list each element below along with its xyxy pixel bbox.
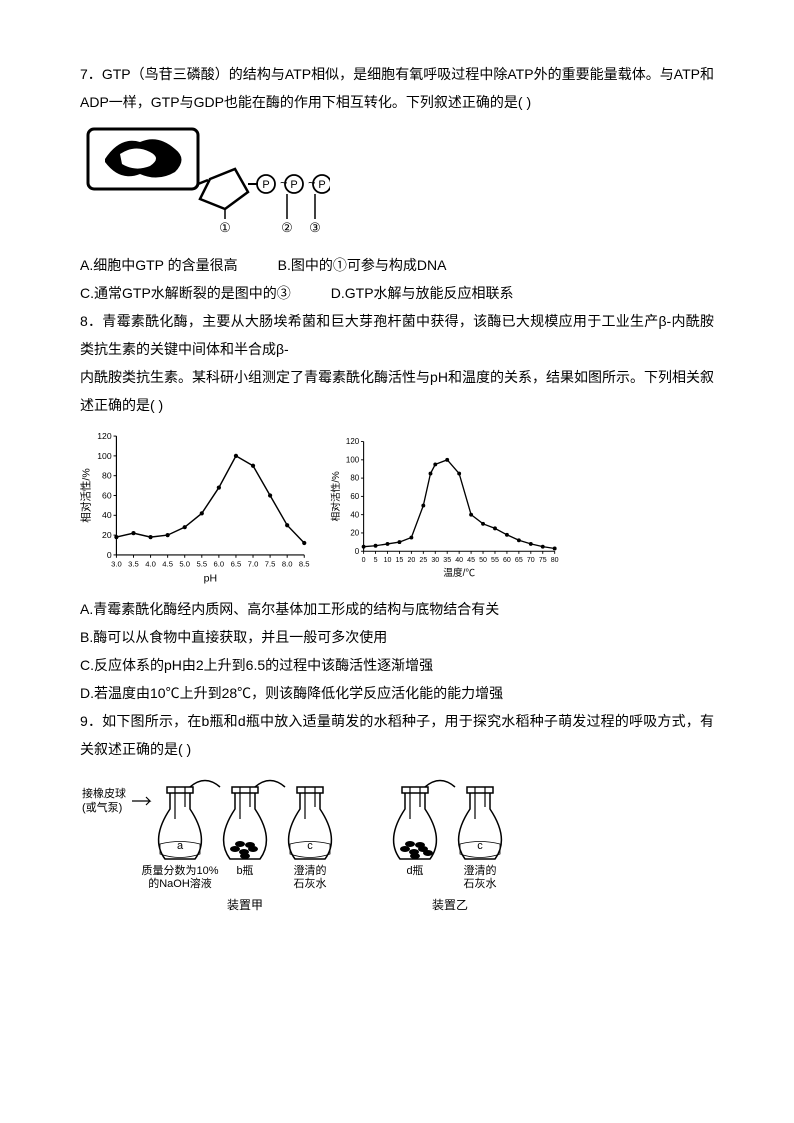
q7-option-c: C.通常GTP水解断裂的是图中的③ bbox=[80, 279, 291, 307]
q8-chart-ph: 0 20 40 60 80 100 120 3.0 3.5 4.0 4.5 5.0 5.5 6.0 6.5 7… bbox=[80, 427, 310, 587]
svg-text:质量分数为10%: 质量分数为10% bbox=[141, 864, 218, 877]
svg-text:0: 0 bbox=[355, 547, 360, 556]
svg-text:c: c bbox=[307, 840, 313, 852]
q8-stem-1: 8．青霉素酰化酶，主要从大肠埃希菌和巨大芽孢杆菌中获得，该酶已大规模应用于工业生… bbox=[80, 307, 714, 363]
apparatus-set2-name: 装置乙 bbox=[432, 898, 468, 912]
svg-text:a: a bbox=[177, 840, 184, 852]
svg-text:pH: pH bbox=[204, 573, 217, 585]
svg-text:40: 40 bbox=[102, 510, 112, 520]
svg-text:20: 20 bbox=[407, 557, 415, 564]
svg-text:5: 5 bbox=[374, 557, 378, 564]
svg-text:d瓶: d瓶 bbox=[406, 863, 423, 877]
svg-text:相对活性/%: 相对活性/% bbox=[80, 468, 93, 522]
svg-text:30: 30 bbox=[431, 557, 439, 564]
svg-text:60: 60 bbox=[350, 492, 359, 501]
figure-label-2: ② bbox=[281, 220, 293, 234]
svg-text:80: 80 bbox=[350, 474, 359, 483]
q7-option-d: D.GTP水解与放能反应相联系 bbox=[331, 279, 514, 307]
q8-option-a: A.青霉素酰化酶经内质网、高尔基体加工形成的结构与底物结合有关 bbox=[80, 595, 714, 623]
svg-text:7.0: 7.0 bbox=[248, 559, 259, 568]
svg-text:15: 15 bbox=[396, 557, 404, 564]
svg-text:10: 10 bbox=[384, 557, 392, 564]
svg-text:相对活性/%: 相对活性/% bbox=[330, 471, 342, 522]
svg-text:P: P bbox=[318, 179, 325, 191]
svg-text:8.0: 8.0 bbox=[282, 559, 293, 568]
svg-text:4.0: 4.0 bbox=[145, 559, 156, 568]
svg-text:60: 60 bbox=[503, 557, 511, 564]
apparatus-set1-name: 装置甲 bbox=[227, 898, 263, 912]
svg-text:35: 35 bbox=[443, 557, 451, 564]
svg-text:55: 55 bbox=[491, 557, 499, 564]
svg-text:45: 45 bbox=[467, 557, 475, 564]
svg-text:50: 50 bbox=[479, 557, 487, 564]
svg-text:20: 20 bbox=[350, 529, 359, 538]
pump-label-2: (或气泵) bbox=[82, 800, 122, 814]
svg-text:石灰水: 石灰水 bbox=[464, 876, 497, 890]
svg-text:120: 120 bbox=[346, 437, 360, 446]
svg-text:60: 60 bbox=[102, 490, 112, 500]
q8-charts: 0204060801001203.03.54.04.55.05.56.06.57… bbox=[80, 427, 714, 587]
svg-text:80: 80 bbox=[102, 471, 112, 481]
svg-text:0: 0 bbox=[107, 550, 112, 560]
q7-option-b: B.图中的①可参与构成DNA bbox=[278, 251, 447, 279]
q8-chart-temp: 0204060801001200510152025303540455055606… bbox=[330, 427, 560, 587]
svg-text:的NaOH溶液: 的NaOH溶液 bbox=[148, 876, 212, 890]
svg-text:5.5: 5.5 bbox=[196, 559, 207, 568]
svg-text:100: 100 bbox=[346, 455, 360, 464]
svg-text:40: 40 bbox=[455, 557, 463, 564]
svg-text:80: 80 bbox=[551, 557, 559, 564]
svg-text:6.0: 6.0 bbox=[214, 559, 225, 568]
svg-text:石灰水: 石灰水 bbox=[294, 876, 327, 890]
svg-text:65: 65 bbox=[515, 557, 523, 564]
svg-text:5.0: 5.0 bbox=[179, 559, 190, 568]
q9-apparatus: 接橡皮球 (或气泵) a bbox=[80, 769, 714, 929]
figure-label-1: ① bbox=[219, 220, 231, 234]
svg-text:100: 100 bbox=[97, 451, 112, 461]
svg-text:75: 75 bbox=[539, 557, 547, 564]
svg-text:c: c bbox=[477, 840, 483, 852]
svg-text:20: 20 bbox=[102, 530, 112, 540]
svg-text:120: 120 bbox=[97, 431, 112, 441]
svg-text:3.5: 3.5 bbox=[128, 559, 139, 568]
q8-option-b: B.酶可以从食物中直接获取，并且一般可多次使用 bbox=[80, 623, 714, 651]
svg-text:4.5: 4.5 bbox=[162, 559, 173, 568]
svg-text:3.0: 3.0 bbox=[111, 559, 122, 568]
svg-text:P: P bbox=[290, 179, 297, 191]
svg-text:澄清的: 澄清的 bbox=[464, 863, 497, 877]
q7-figure: P ~ P ~ P ① ② ③ bbox=[80, 124, 330, 243]
svg-text:6.5: 6.5 bbox=[231, 559, 242, 568]
svg-text:0: 0 bbox=[362, 557, 366, 564]
q7-stem: 7．GTP（鸟苷三磷酸）的结构与ATP相似，是细胞有氧呼吸过程中除ATP外的重要… bbox=[80, 60, 714, 116]
svg-text:8.5: 8.5 bbox=[299, 559, 310, 568]
svg-text:7.5: 7.5 bbox=[265, 559, 276, 568]
svg-text:25: 25 bbox=[419, 557, 427, 564]
q8-option-c: C.反应体系的pH由2上升到6.5的过程中该酶活性逐渐增强 bbox=[80, 651, 714, 679]
svg-text:40: 40 bbox=[350, 510, 359, 519]
svg-text:b瓶: b瓶 bbox=[236, 863, 253, 877]
q8-option-d: D.若温度由10℃上升到28℃，则该酶降低化学反应活化能的能力增强 bbox=[80, 679, 714, 707]
phosphate-label: P bbox=[262, 179, 269, 191]
q7-option-a: A.细胞中GTP 的含量很高 bbox=[80, 251, 238, 279]
svg-text:70: 70 bbox=[527, 557, 535, 564]
pump-label-1: 接橡皮球 bbox=[82, 786, 126, 800]
svg-text:温度/℃: 温度/℃ bbox=[443, 566, 475, 579]
figure-label-3: ③ bbox=[309, 220, 321, 234]
svg-text:澄清的: 澄清的 bbox=[294, 863, 327, 877]
q8-stem-2: 内酰胺类抗生素。某科研小组测定了青霉素酰化酶活性与pH和温度的关系，结果如图所示… bbox=[80, 363, 714, 419]
q9-stem: 9．如下图所示，在b瓶和d瓶中放入适量萌发的水稻种子，用于探究水稻种子萌发过程的… bbox=[80, 707, 714, 763]
